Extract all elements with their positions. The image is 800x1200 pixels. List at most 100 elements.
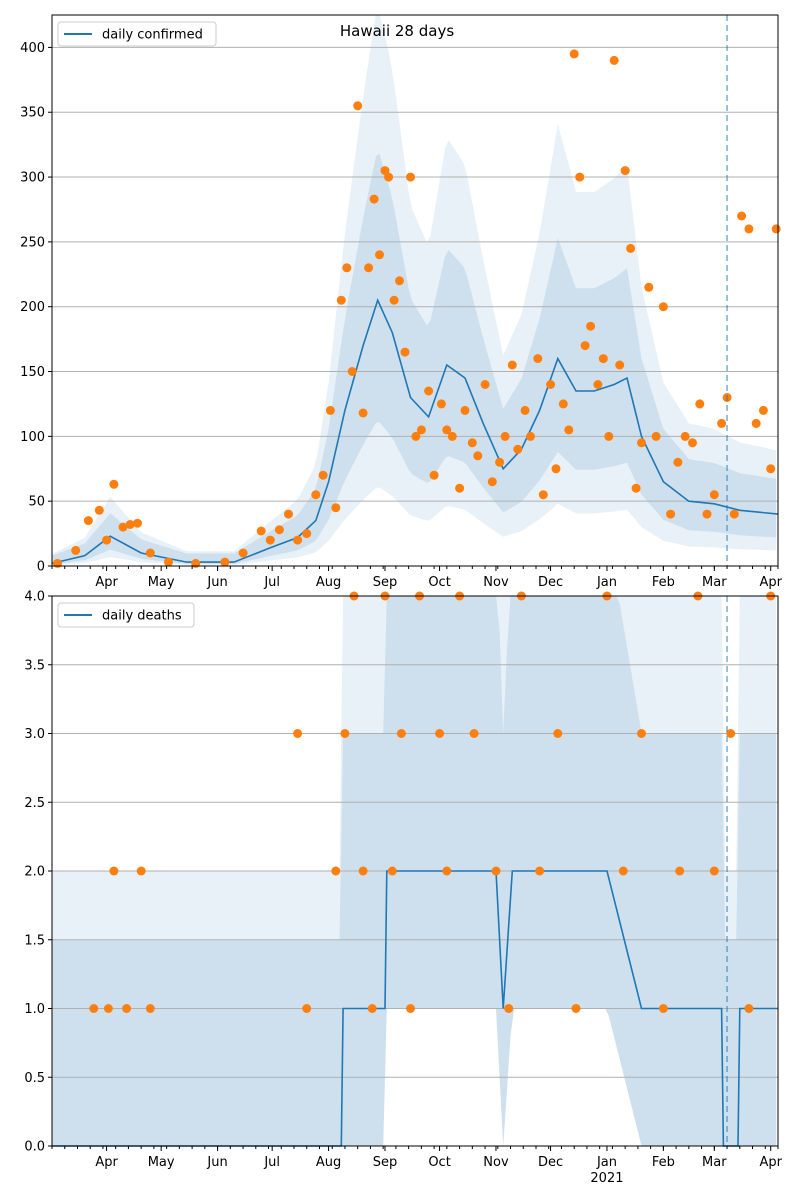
data-point xyxy=(586,321,596,331)
data-point xyxy=(342,263,352,273)
y-tick-label: 150 xyxy=(20,365,45,380)
data-point xyxy=(71,545,81,555)
data-point xyxy=(593,380,603,389)
data-point xyxy=(311,490,321,500)
x-tick-label: Apr xyxy=(759,1155,782,1170)
data-point xyxy=(436,399,446,409)
confirmed-line xyxy=(51,297,779,565)
data-point xyxy=(695,399,705,409)
y-tick-label: 1.0 xyxy=(24,1002,45,1017)
y-tick-label: 100 xyxy=(20,430,45,445)
data-point xyxy=(302,1004,312,1013)
y-tick-label: 0.5 xyxy=(24,1071,45,1086)
x-tick-label: Jan xyxy=(596,1155,617,1170)
deaths-chart: 0.0 0.5 1.0 1.5 2.0 2.5 3.0 3.5 4.0 Apr May Jun Jul… xyxy=(24,590,782,1187)
confirmed-chart: 0 50 100 150 200 250 300 350 400 Apr May Jun Jul Aug… xyxy=(20,14,783,590)
x-tick-label: Jan xyxy=(596,575,617,590)
x-tick-label: May xyxy=(148,1155,175,1170)
data-point xyxy=(89,1004,99,1013)
deaths-line xyxy=(52,870,778,1147)
data-point xyxy=(644,282,654,292)
data-point xyxy=(238,548,248,558)
data-point xyxy=(125,520,135,529)
data-point xyxy=(102,535,112,545)
data-point xyxy=(513,444,523,454)
y-tick-label: 2.0 xyxy=(24,865,45,880)
data-point xyxy=(771,224,781,234)
data-point xyxy=(460,405,470,415)
data-point xyxy=(535,866,545,876)
data-point xyxy=(598,354,608,364)
data-point xyxy=(424,386,434,396)
legend-label-confirmed: daily confirmed xyxy=(102,28,203,43)
x-tick-label: Sep xyxy=(373,1155,398,1170)
data-point xyxy=(375,250,384,260)
data-point xyxy=(504,1004,514,1013)
uncertainty-band xyxy=(52,15,777,566)
data-point xyxy=(358,866,368,876)
data-point xyxy=(609,55,619,65)
data-point xyxy=(442,866,452,876)
data-point xyxy=(726,729,736,738)
x-tick-label: Jul xyxy=(263,1155,280,1170)
data-point xyxy=(318,470,328,480)
data-point xyxy=(658,302,668,312)
y-tick-label: 350 xyxy=(20,106,45,121)
legend-box xyxy=(57,602,195,628)
data-point xyxy=(400,347,410,357)
data-point xyxy=(133,518,142,528)
legend-box xyxy=(57,21,217,47)
confirmed-legend: daily confirmed xyxy=(57,21,217,47)
data-point xyxy=(744,1004,754,1013)
data-point xyxy=(520,405,530,415)
data-point xyxy=(109,866,119,876)
data-point xyxy=(265,535,275,545)
data-point xyxy=(658,1004,668,1013)
x-tick-label: Dec xyxy=(538,1155,563,1170)
x-tick-label: Apr xyxy=(95,1155,118,1170)
data-point xyxy=(631,483,641,493)
deaths-y-axis: 0.0 0.5 1.0 1.5 2.0 2.5 3.0 3.5 4.0 xyxy=(24,590,52,1155)
data-point xyxy=(122,1004,132,1013)
x-tick-label: Dec xyxy=(538,575,563,590)
y-tick-label: 4.0 xyxy=(24,590,45,605)
data-point xyxy=(688,438,697,448)
data-point xyxy=(256,526,266,536)
x-tick-label: Nov xyxy=(483,575,509,590)
data-point xyxy=(53,558,62,568)
y-tick-label: 400 xyxy=(20,41,45,56)
data-point xyxy=(637,438,646,448)
data-point xyxy=(455,483,465,493)
x-tick-label: Apr xyxy=(95,575,118,590)
data-point xyxy=(145,548,155,558)
data-point xyxy=(575,172,585,182)
data-point xyxy=(626,243,636,253)
data-point xyxy=(364,263,374,273)
uncertainty-band xyxy=(52,153,777,565)
data-point xyxy=(564,425,574,435)
data-point xyxy=(580,341,590,351)
y-tick-label: 200 xyxy=(20,300,45,315)
data-point xyxy=(340,729,350,738)
y-tick-label: 250 xyxy=(20,235,45,250)
data-point xyxy=(758,405,768,415)
data-point xyxy=(709,866,719,876)
data-point xyxy=(467,438,477,448)
data-point xyxy=(620,166,630,176)
x-tick-label: Apr xyxy=(759,575,782,590)
data-point xyxy=(571,1004,581,1013)
data-point xyxy=(546,380,556,389)
data-point xyxy=(480,380,490,389)
x-tick-label: Oct xyxy=(428,575,450,590)
data-point xyxy=(751,418,761,428)
data-point xyxy=(487,477,497,487)
deaths-points xyxy=(89,591,776,1013)
data-point xyxy=(551,464,561,474)
data-point xyxy=(109,479,119,489)
data-point xyxy=(651,431,661,441)
data-point xyxy=(164,557,173,567)
data-point xyxy=(293,535,303,545)
confirmed-axes-frame xyxy=(51,14,779,567)
data-point xyxy=(406,172,415,182)
data-point xyxy=(569,49,579,59)
